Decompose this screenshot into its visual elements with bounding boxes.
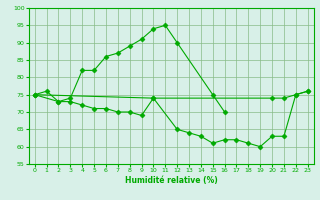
- X-axis label: Humidité relative (%): Humidité relative (%): [125, 176, 218, 185]
